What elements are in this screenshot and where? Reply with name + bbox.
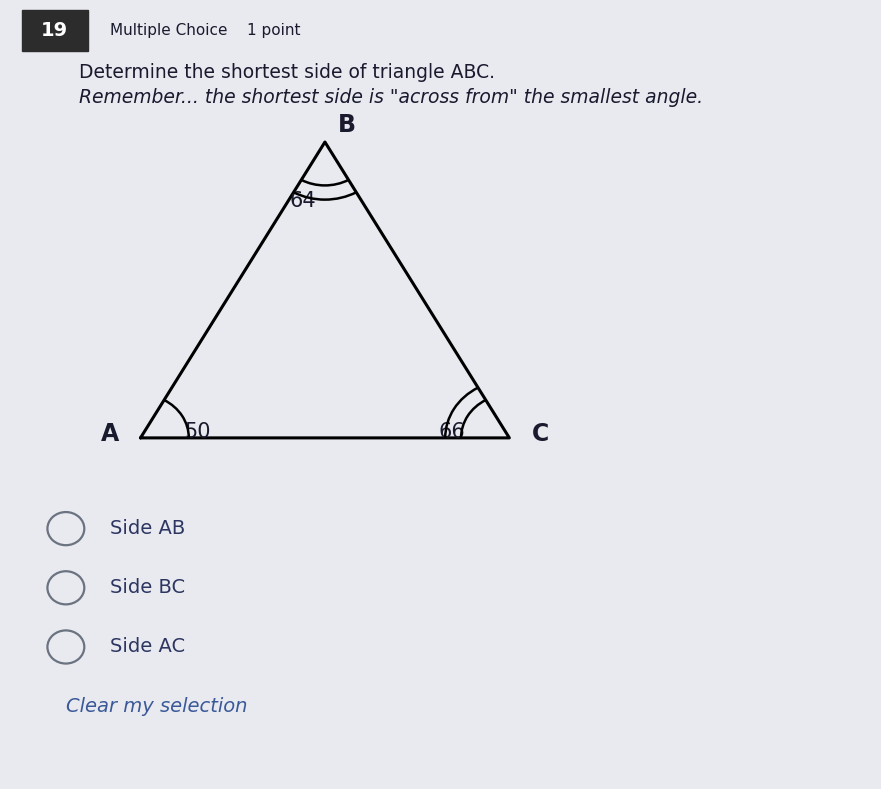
Text: 64: 64 xyxy=(290,191,316,211)
Text: A: A xyxy=(100,422,119,446)
Text: B: B xyxy=(338,113,356,136)
Text: Side AB: Side AB xyxy=(110,519,185,538)
Text: 19: 19 xyxy=(41,21,68,40)
Text: 66: 66 xyxy=(439,421,466,442)
FancyBboxPatch shape xyxy=(22,10,88,51)
Text: Side AC: Side AC xyxy=(110,638,185,656)
Text: Side BC: Side BC xyxy=(110,578,185,597)
Text: 50: 50 xyxy=(184,421,211,442)
Text: Remember... the shortest side is "across from" the smallest angle.: Remember... the shortest side is "across… xyxy=(79,88,703,107)
Text: Multiple Choice    1 point: Multiple Choice 1 point xyxy=(110,23,300,39)
Text: Clear my selection: Clear my selection xyxy=(66,697,248,716)
Text: Determine the shortest side of triangle ABC.: Determine the shortest side of triangle … xyxy=(79,63,495,82)
Text: C: C xyxy=(531,422,549,446)
